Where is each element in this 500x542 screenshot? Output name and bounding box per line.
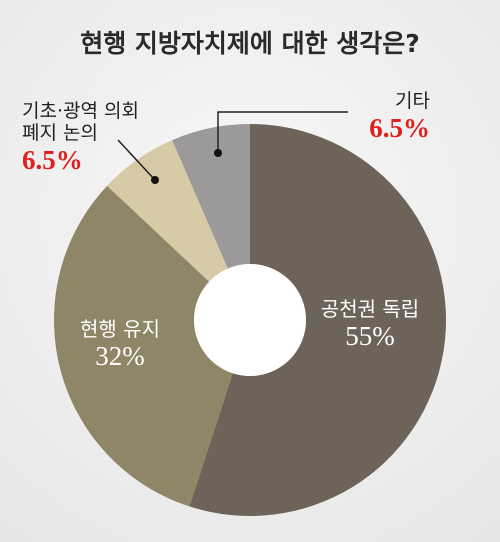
value-label: 55% bbox=[345, 321, 395, 351]
slice bbox=[189, 124, 447, 516]
category-label: 기타 bbox=[395, 90, 430, 112]
value-label: 6.5% bbox=[22, 145, 83, 175]
category-label: 공천권 독립 bbox=[320, 297, 420, 321]
slice-label: 기초·광역 의회 폐지 논의 6.5% bbox=[22, 100, 162, 176]
leader-line bbox=[217, 111, 348, 153]
value-label: 6.5% bbox=[369, 113, 430, 143]
leader-dot bbox=[214, 149, 222, 157]
leader-line bbox=[117, 139, 156, 181]
slice-label: 현행 유지 32% bbox=[60, 318, 180, 372]
donut-hole bbox=[194, 264, 306, 376]
slice-label: 공천권 독립 55% bbox=[300, 298, 440, 352]
leader-dot bbox=[151, 176, 159, 184]
slice bbox=[172, 124, 250, 269]
chart-title: 현행 지방자치제에 대한 생각은? bbox=[80, 29, 420, 58]
category-label: 현행 유지 bbox=[80, 317, 160, 341]
slice bbox=[107, 140, 228, 282]
category-label: 기초·광역 의회 폐지 논의 bbox=[22, 100, 139, 144]
slice bbox=[53, 185, 233, 507]
slice-label: 기타 6.5% bbox=[350, 90, 430, 144]
value-label: 32% bbox=[95, 341, 145, 371]
